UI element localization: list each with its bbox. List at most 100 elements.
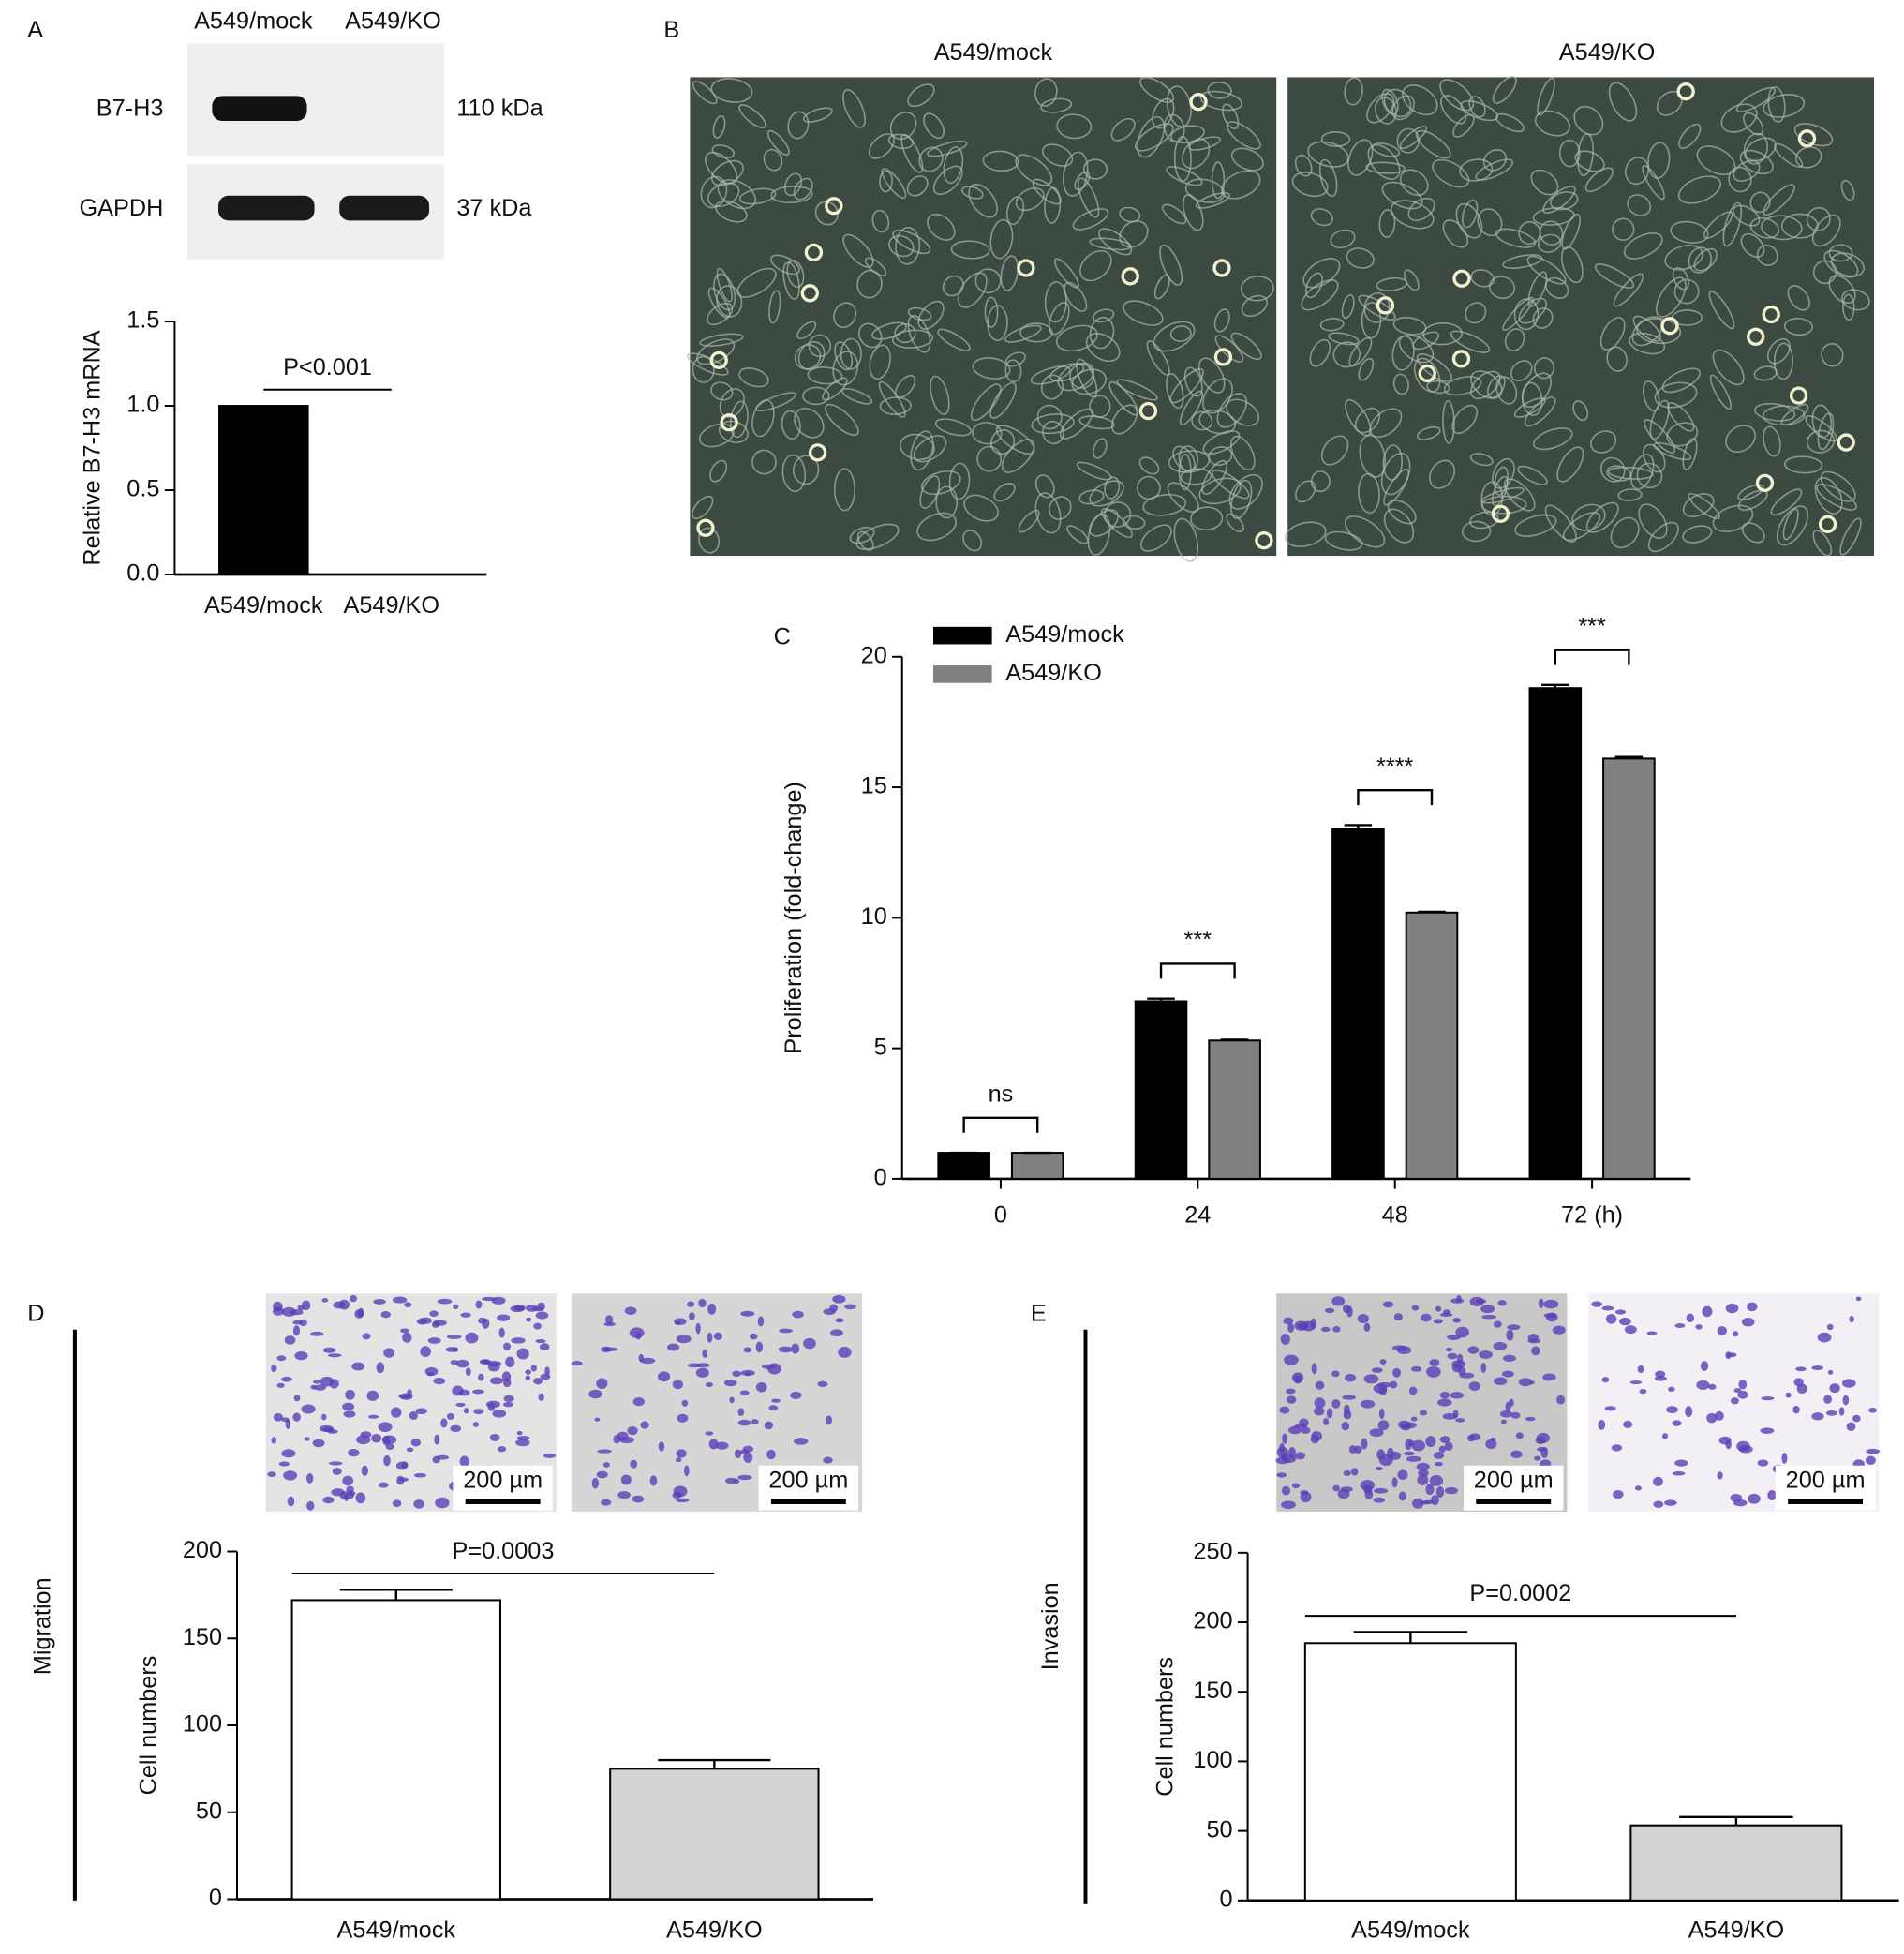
stained-cell (487, 1362, 500, 1372)
stained-cell (343, 1493, 350, 1501)
stained-cell (1501, 1370, 1514, 1378)
cell (1119, 206, 1141, 223)
round-cell (1418, 364, 1436, 383)
cell (1161, 203, 1187, 225)
stained-cell (342, 1475, 354, 1486)
stained-cell (1493, 1341, 1508, 1350)
cell (1375, 97, 1397, 125)
stained-cell (1542, 1373, 1556, 1381)
stained-cell (817, 1380, 828, 1387)
significance-label: ns (989, 1081, 1014, 1108)
stained-cell (1438, 1445, 1446, 1454)
cell (1170, 125, 1205, 144)
stained-cell (1444, 1441, 1453, 1452)
stained-cell (1732, 1331, 1739, 1337)
error-bar (1344, 824, 1373, 829)
cell (1577, 133, 1594, 177)
bar (290, 1599, 501, 1901)
stained-cell (1747, 1302, 1758, 1312)
cell (781, 410, 801, 440)
cell (1773, 342, 1793, 380)
round-cell (1212, 259, 1231, 277)
stained-cell (1377, 1420, 1390, 1431)
stained-cell (446, 1334, 462, 1340)
stained-cell (1829, 1383, 1840, 1394)
cell (1241, 294, 1268, 318)
stained-cell (1531, 1346, 1540, 1356)
cell (1532, 427, 1573, 451)
stained-cell (459, 1455, 469, 1468)
cell (1136, 475, 1161, 500)
cell (1062, 151, 1089, 197)
cell (832, 351, 859, 386)
cell (1222, 103, 1240, 130)
cell (1461, 199, 1479, 229)
cell (1623, 231, 1663, 260)
cell (1608, 466, 1654, 480)
stained-cell (281, 1449, 296, 1458)
cell (1042, 143, 1074, 167)
cell (1678, 123, 1702, 149)
cell (1631, 316, 1664, 347)
cell (894, 322, 916, 344)
cell (1839, 517, 1862, 556)
stained-cell (1793, 1378, 1804, 1387)
stained-cell (367, 1414, 379, 1419)
stained-cell (1506, 1329, 1514, 1341)
panel-label: E (1031, 1301, 1047, 1327)
stained-cell (489, 1377, 504, 1385)
cell (892, 229, 931, 255)
stained-cell (505, 1356, 515, 1368)
cell (1048, 302, 1070, 336)
stained-cell (1331, 1370, 1340, 1378)
cell (1573, 105, 1604, 136)
stained-cell (455, 1402, 466, 1408)
cell (1780, 403, 1809, 426)
cell (849, 526, 875, 544)
cell (1451, 404, 1479, 435)
cell (1302, 258, 1341, 289)
cell (987, 305, 1008, 341)
stained-cell (321, 1413, 327, 1421)
stained-cell (1425, 1484, 1435, 1496)
stained-cell (1459, 1372, 1475, 1379)
scale-bar-label: 200 µm (768, 1468, 848, 1494)
cell (710, 159, 744, 186)
stained-cell (1525, 1416, 1536, 1422)
cell (1642, 164, 1665, 201)
stained-cell (1331, 1399, 1341, 1409)
stained-cell (525, 1304, 539, 1312)
stained-cell (1510, 1450, 1523, 1459)
stained-cell (617, 1491, 631, 1499)
cell (1682, 525, 1713, 544)
stained-cell (1390, 1451, 1402, 1460)
y-tick-label: 200 (1193, 1608, 1232, 1634)
cell (871, 209, 890, 233)
stained-cell (515, 1439, 530, 1447)
cell (1226, 121, 1261, 150)
stained-cell (1311, 1363, 1317, 1375)
cell (1142, 493, 1187, 516)
cell (1606, 346, 1628, 372)
error-bar (1220, 1038, 1249, 1041)
cell (1104, 476, 1121, 500)
cell (793, 177, 813, 201)
cell (1470, 269, 1495, 288)
cell (1004, 359, 1022, 383)
stained-cell (287, 1496, 295, 1507)
stained-cell (1469, 1296, 1484, 1306)
cell (1173, 135, 1192, 182)
cell (1514, 514, 1557, 537)
cell (1074, 171, 1091, 191)
cell (1182, 193, 1204, 231)
cell (1093, 438, 1108, 459)
stained-cell (1510, 1411, 1521, 1419)
y-tick-label: 1.0 (126, 392, 159, 418)
stained-cell (357, 1307, 364, 1318)
cell (1477, 208, 1503, 237)
stained-cell (1403, 1422, 1417, 1429)
cell (1673, 278, 1700, 305)
cell (1230, 435, 1256, 471)
stained-cell (498, 1327, 505, 1338)
cell (1057, 362, 1094, 392)
